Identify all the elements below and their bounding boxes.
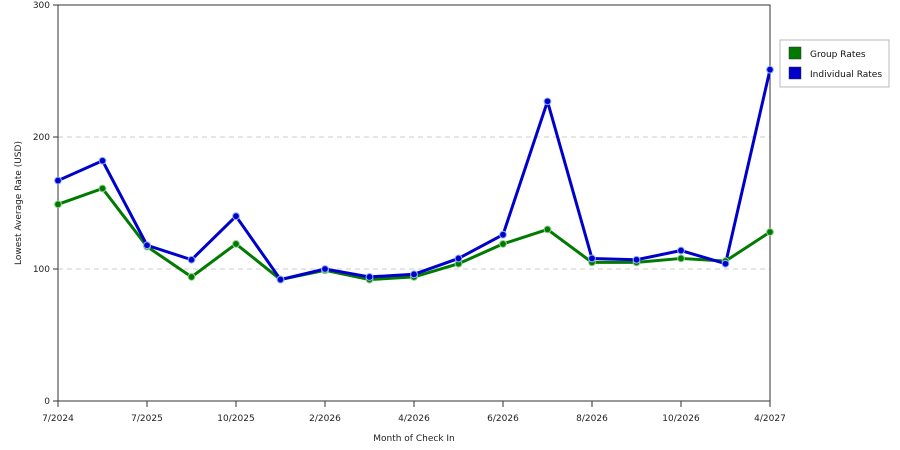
series-1-point-14 xyxy=(677,246,685,255)
y-tick-label-0: 0 xyxy=(44,397,50,407)
plot-frame xyxy=(57,4,771,402)
x-tick-label-6: 8/2026 xyxy=(576,414,608,424)
series-1-point-12 xyxy=(588,254,596,263)
x-tick-label-4: 4/2026 xyxy=(398,414,430,424)
series-1-point-7 xyxy=(365,273,374,281)
series-1-point-2 xyxy=(143,241,151,250)
x-axis-ticks: 7/2024 7/2025 10/2025 2/2026 4/2026 6/2026 8/2… xyxy=(42,401,786,424)
series-1-point-10 xyxy=(499,230,507,239)
y-tick-label-100: 100 xyxy=(33,265,50,275)
x-tick-label-2: 10/2025 xyxy=(217,414,254,424)
series-0-point-14 xyxy=(677,254,685,263)
series-1-point-5 xyxy=(276,275,285,284)
legend-swatch-individual-rates xyxy=(788,66,802,80)
series-line-1 xyxy=(57,69,772,282)
legend-swatch-group-rates xyxy=(788,46,802,60)
grid-lines xyxy=(58,136,770,270)
legend-label-group-rates: Group Rates xyxy=(810,50,866,60)
series-1-point-13 xyxy=(632,255,641,264)
series-1-point-1 xyxy=(98,156,107,165)
y-tick-label-300: 300 xyxy=(33,1,50,11)
y-axis-title: Lowest Average Rate (USD) xyxy=(14,141,24,265)
x-tick-label-8: 4/2027 xyxy=(754,414,786,424)
series-line-0 xyxy=(57,186,771,282)
x-axis-title: Month of Check In xyxy=(373,434,455,444)
data-points xyxy=(54,65,774,284)
x-tick-label-5: 6/2026 xyxy=(487,414,519,424)
series-0-point-16 xyxy=(766,228,774,236)
series-1-point-15 xyxy=(721,259,730,268)
series-1-point-8 xyxy=(410,270,418,279)
y-tick-label-200: 200 xyxy=(33,133,50,143)
x-tick-label-7: 10/2026 xyxy=(662,414,700,424)
series-0-point-0 xyxy=(54,200,62,209)
series-1-point-0 xyxy=(54,176,62,185)
x-tick-label-3: 2/2026 xyxy=(309,414,341,424)
series-lines xyxy=(57,69,772,282)
axes xyxy=(57,4,771,402)
series-1-point-16 xyxy=(766,65,774,74)
series-1-point-6 xyxy=(321,265,329,273)
x-tick-label-1: 7/2025 xyxy=(131,414,163,424)
y-axis-ticks: 0 100 200 300 xyxy=(33,1,58,407)
series-0-point-11 xyxy=(543,225,552,234)
x-tick-label-0: 7/2024 xyxy=(42,414,74,424)
legend: Group Rates Individual Rates xyxy=(779,39,890,88)
series-0-point-4 xyxy=(232,240,240,248)
series-0-point-3 xyxy=(187,273,196,281)
series-1-point-9 xyxy=(454,254,463,263)
series-1-point-4 xyxy=(232,212,240,221)
series-1-point-3 xyxy=(187,255,196,264)
series-0-point-10 xyxy=(499,240,507,248)
series-1-point-11 xyxy=(543,97,552,106)
legend-label-individual-rates: Individual Rates xyxy=(810,70,882,80)
series-0-point-1 xyxy=(98,184,107,193)
